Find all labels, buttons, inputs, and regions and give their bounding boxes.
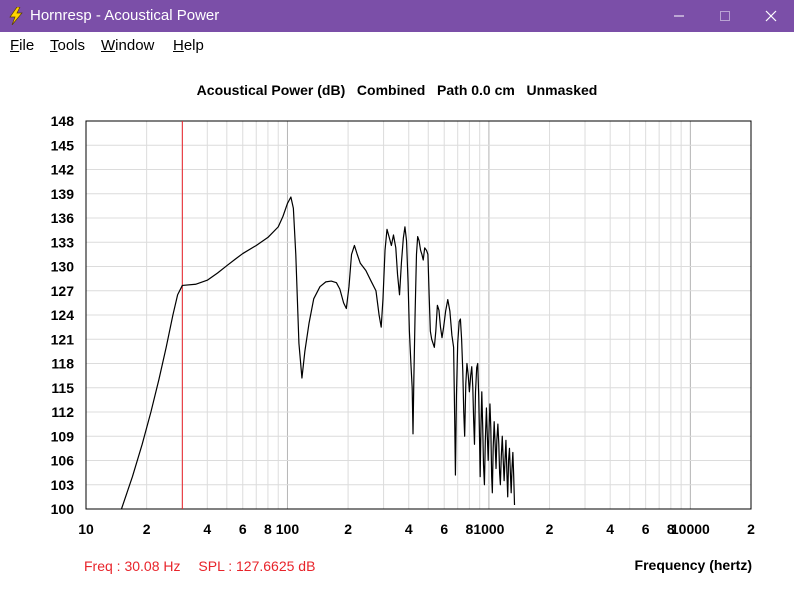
x-tick-label: 8 xyxy=(465,521,473,537)
y-tick-label: 139 xyxy=(51,186,75,202)
freq-readout: Freq : 30.08 Hz xyxy=(84,558,181,574)
x-tick-label: 8 xyxy=(264,521,272,537)
y-tick-label: 100 xyxy=(51,501,75,517)
maximize-icon xyxy=(720,11,730,21)
menu-bar: File Tools Window Help xyxy=(0,32,794,58)
x-tick-label: 8 xyxy=(667,521,675,537)
acoustical-power-series-line xyxy=(120,196,516,510)
x-axis-label: Frequency (hertz) xyxy=(634,557,752,573)
menu-file[interactable]: File xyxy=(10,37,35,54)
close-icon xyxy=(765,10,777,22)
x-tick-label: 100 xyxy=(276,521,300,537)
x-tick-label: 6 xyxy=(440,521,448,537)
x-tick-label: 2 xyxy=(143,521,151,537)
y-tick-label: 121 xyxy=(51,331,75,347)
x-tick-label: 2 xyxy=(747,521,755,537)
y-tick-label: 115 xyxy=(51,380,74,396)
menu-tools[interactable]: Tools xyxy=(50,37,86,54)
y-tick-label: 103 xyxy=(51,477,75,493)
y-tick-label: 112 xyxy=(51,404,74,420)
menu-window[interactable]: Window xyxy=(101,37,155,54)
x-tick-label: 4 xyxy=(203,521,211,537)
plot-frame xyxy=(85,120,752,510)
spl-readout: SPL : 127.6625 dB xyxy=(198,558,316,574)
x-tick-label: 2 xyxy=(344,521,352,537)
x-tick-label: 1000 xyxy=(473,521,504,537)
y-tick-label: 133 xyxy=(51,234,75,250)
chart-title: Acoustical Power (dB) Combined Path 0.0 … xyxy=(196,82,598,98)
x-tick-label: 4 xyxy=(405,521,413,537)
cursor-readout: Freq : 30.08 Hz SPL : 127.6625 dB xyxy=(84,558,329,574)
minimize-icon xyxy=(674,15,684,17)
x-tick-label: 10 xyxy=(78,521,94,537)
lightning-bolt-icon xyxy=(9,7,23,25)
minimize-button[interactable] xyxy=(656,0,702,32)
y-tick-label: 106 xyxy=(51,453,75,469)
y-tick-label: 118 xyxy=(51,356,74,372)
y-tick-label: 124 xyxy=(51,307,75,323)
title-bar: Hornresp - Acoustical Power xyxy=(0,0,794,32)
close-button[interactable] xyxy=(748,0,794,32)
x-tick-label: 6 xyxy=(239,521,247,537)
y-tick-label: 109 xyxy=(51,428,75,444)
y-tick-label: 148 xyxy=(51,113,75,129)
maximize-button[interactable] xyxy=(702,0,748,32)
x-tick-label: 2 xyxy=(546,521,554,537)
y-tick-label: 145 xyxy=(51,137,75,153)
x-tick-label: 4 xyxy=(606,521,614,537)
y-tick-label: 142 xyxy=(51,162,75,178)
x-tick-label: 6 xyxy=(642,521,650,537)
window-title: Hornresp - Acoustical Power xyxy=(30,7,220,24)
y-tick-label: 127 xyxy=(51,283,75,299)
y-tick-label: 130 xyxy=(51,259,75,275)
menu-help[interactable]: Help xyxy=(173,37,204,54)
x-tick-label: 10000 xyxy=(671,521,710,537)
y-tick-label: 136 xyxy=(51,210,75,226)
